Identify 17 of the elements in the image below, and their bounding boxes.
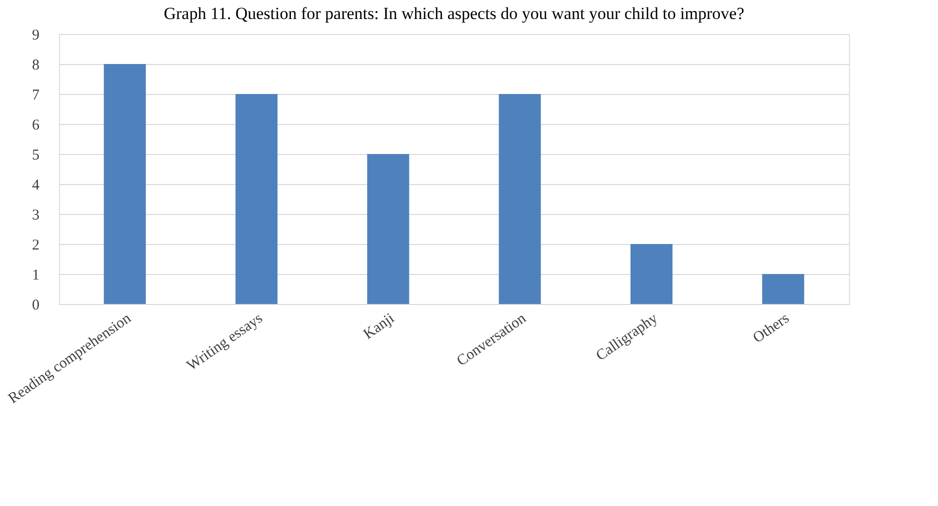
y-tick-label: 7 xyxy=(32,88,40,104)
y-tick-label: 2 xyxy=(32,238,40,254)
bar xyxy=(367,154,410,304)
bar xyxy=(630,244,672,304)
bar xyxy=(236,94,278,304)
y-tick-label: 6 xyxy=(32,118,40,134)
y-tick-label: 0 xyxy=(32,298,40,314)
y-tick-label: 8 xyxy=(32,58,40,74)
y-tick-label: 1 xyxy=(32,268,40,284)
bar xyxy=(762,274,804,304)
chart-title: Graph 11. Question for parents: In which aspects do you want your child to improve? xyxy=(164,4,744,23)
bar xyxy=(104,64,146,304)
y-tick-label: 3 xyxy=(32,208,40,224)
y-tick-label: 5 xyxy=(32,148,40,164)
y-tick-label: 9 xyxy=(32,28,40,44)
bar xyxy=(498,94,541,304)
y-tick-label: 4 xyxy=(32,178,40,194)
